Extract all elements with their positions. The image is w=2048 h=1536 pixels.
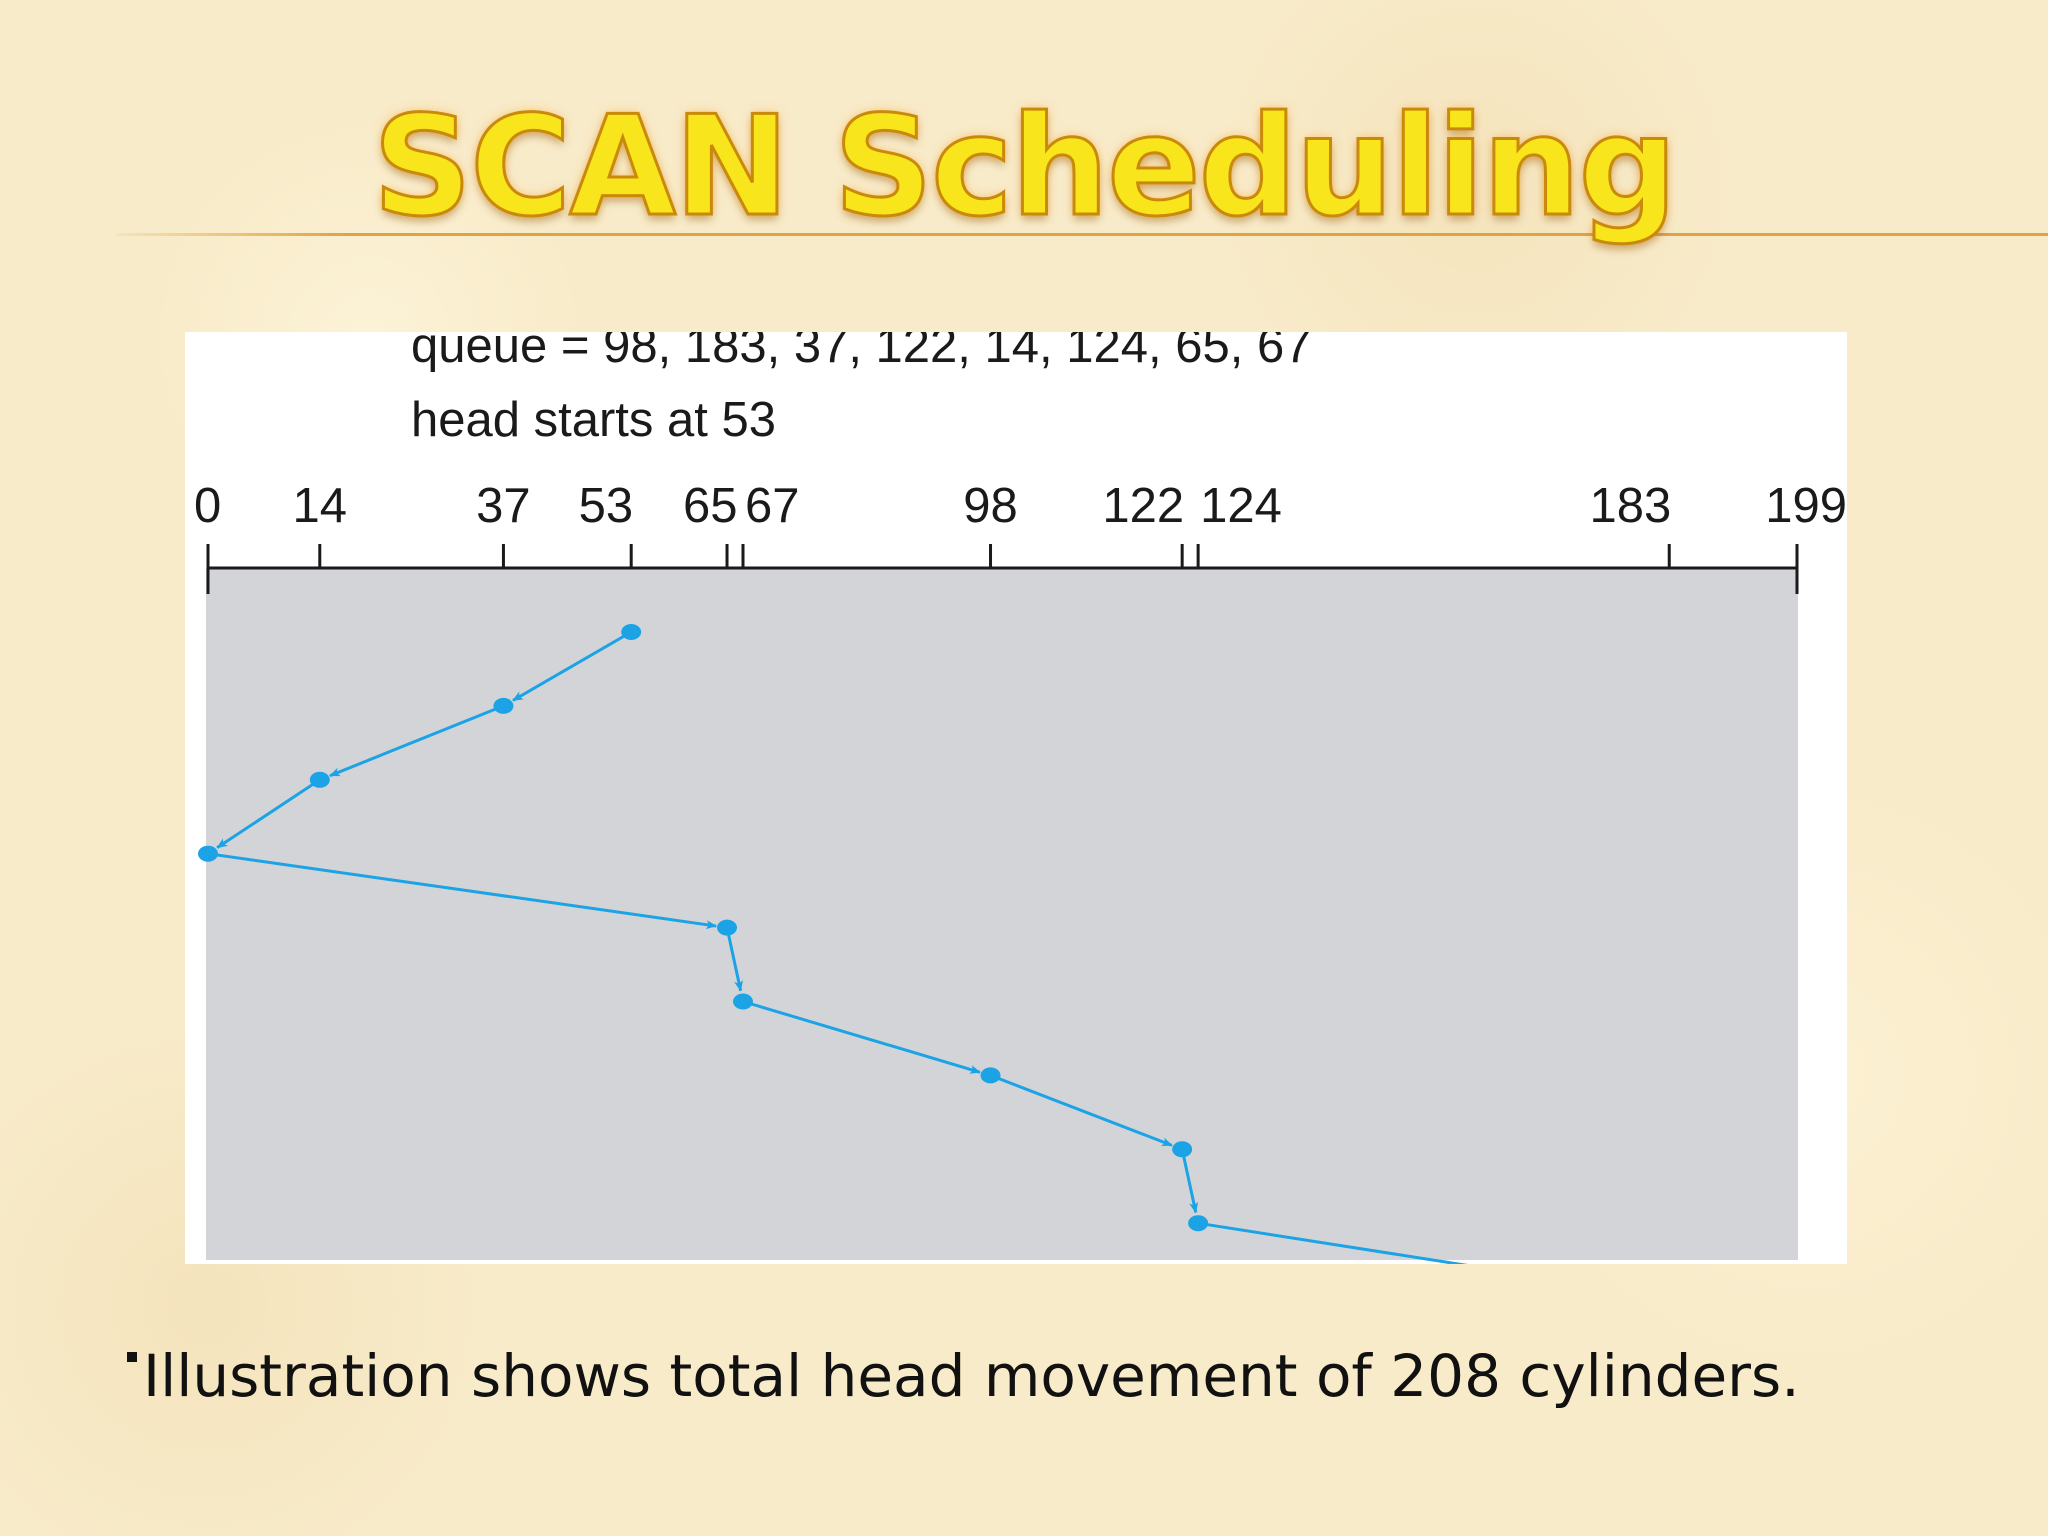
head-path	[207, 630, 1468, 1264]
path-point-67	[732, 993, 753, 1010]
tick-label-98: 98	[963, 479, 1018, 533]
slide-title: SCAN Scheduling	[371, 86, 1679, 247]
tick-label-183: 183	[1589, 479, 1671, 533]
tick-label-37: 37	[476, 479, 531, 533]
path-point-122	[1172, 1141, 1193, 1158]
tick-label-65: 65	[683, 479, 738, 533]
path-segment-67-to-98	[742, 1000, 981, 1074]
path-segment-122-to-124	[1180, 1148, 1199, 1214]
head-path-points	[198, 624, 1209, 1232]
tick-label-53: 53	[579, 479, 634, 533]
head-start-text: head starts at 53	[411, 393, 776, 447]
tick-label-122: 122	[1102, 479, 1184, 533]
path-segment-124-to-183	[1197, 1221, 1468, 1264]
path-point-98	[980, 1067, 1001, 1084]
path-segment-37-to-14	[329, 704, 505, 778]
path-point-37	[493, 697, 514, 714]
scan-diagram: queue = 98, 183, 37, 122, 14, 124, 65, 6…	[194, 332, 1847, 1264]
scan-diagram-panel: queue = 98, 183, 37, 122, 14, 124, 65, 6…	[185, 332, 1847, 1264]
tick-label-67: 67	[745, 479, 800, 533]
path-point-124	[1188, 1215, 1209, 1232]
path-point-0	[198, 845, 218, 862]
path-segment-14-to-0	[216, 778, 321, 849]
plot-area	[206, 568, 1798, 1260]
tick-label-14: 14	[293, 479, 348, 533]
path-segment-53-to-37	[512, 630, 632, 702]
path-segment-65-to-67	[725, 927, 743, 992]
title-underline-rule	[115, 233, 2048, 236]
caption-bullet-text: Illustration shows total head movement o…	[127, 1342, 1800, 1410]
caption-text: Illustration shows total head movement o…	[143, 1342, 1800, 1410]
path-point-14	[309, 771, 330, 788]
path-point-53	[621, 624, 642, 640]
path-segment-98-to-122	[989, 1074, 1173, 1147]
tick-label-199: 199	[1765, 479, 1847, 533]
bullet-icon	[127, 1352, 137, 1362]
path-segment-0-to-65	[207, 852, 718, 930]
queue-text: queue = 98, 183, 37, 122, 14, 124, 65, 6…	[411, 332, 1311, 373]
path-point-65	[717, 919, 738, 936]
axis-ticks	[206, 544, 1799, 594]
axis-tick-labels: 0 14 37 53 65 67 98 122 124 183 199	[194, 479, 1847, 533]
tick-label-124: 124	[1200, 479, 1282, 533]
tick-label-0: 0	[194, 479, 221, 533]
